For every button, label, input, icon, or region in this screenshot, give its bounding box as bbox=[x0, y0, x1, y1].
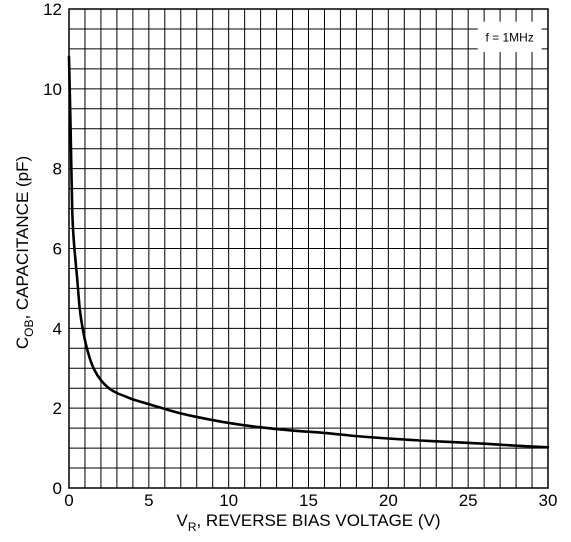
plot-frame bbox=[68, 8, 549, 489]
x-tick-label: 30 bbox=[539, 491, 558, 510]
y-tick-labels: 0 2 4 6 8 10 12 bbox=[43, 0, 62, 498]
x-tick-label: 0 bbox=[64, 491, 73, 510]
x-axis-title-main: V bbox=[176, 511, 188, 530]
capacitance-curve bbox=[67, 55, 550, 449]
x-tick-label: 10 bbox=[219, 491, 238, 510]
y-axis-title-sub: OB bbox=[22, 320, 36, 337]
x-axis-title-sub: R bbox=[188, 520, 197, 534]
annotation-label: f = 1MHz bbox=[486, 31, 534, 45]
x-axis-title-rest: , REVERSE BIAS VOLTAGE (V) bbox=[196, 511, 440, 530]
y-tick-label: 4 bbox=[53, 319, 62, 338]
y-tick-label: 6 bbox=[53, 240, 62, 259]
y-tick-label: 8 bbox=[53, 160, 62, 179]
x-tick-label: 25 bbox=[459, 491, 478, 510]
y-tick-label: 2 bbox=[53, 399, 62, 418]
y-tick-label: 12 bbox=[43, 0, 62, 19]
y-tick-label: 10 bbox=[43, 80, 62, 99]
y-axis-title-rest: , CAPACITANCE (pF) bbox=[13, 156, 32, 320]
y-axis-title: COB, CAPACITANCE (pF) bbox=[13, 156, 36, 349]
x-tick-label: 5 bbox=[144, 491, 153, 510]
y-tick-label: 0 bbox=[53, 479, 62, 498]
x-tick-label: 15 bbox=[299, 491, 318, 510]
x-axis-title: VR, REVERSE BIAS VOLTAGE (V) bbox=[176, 511, 440, 534]
y-axis-title-main: C bbox=[13, 337, 32, 349]
horizontal-grid bbox=[69, 28, 548, 469]
frequency-annotation: f = 1MHz bbox=[477, 21, 542, 53]
x-tick-labels: 0 5 10 15 20 25 30 bbox=[64, 491, 557, 510]
x-tick-label: 20 bbox=[379, 491, 398, 510]
